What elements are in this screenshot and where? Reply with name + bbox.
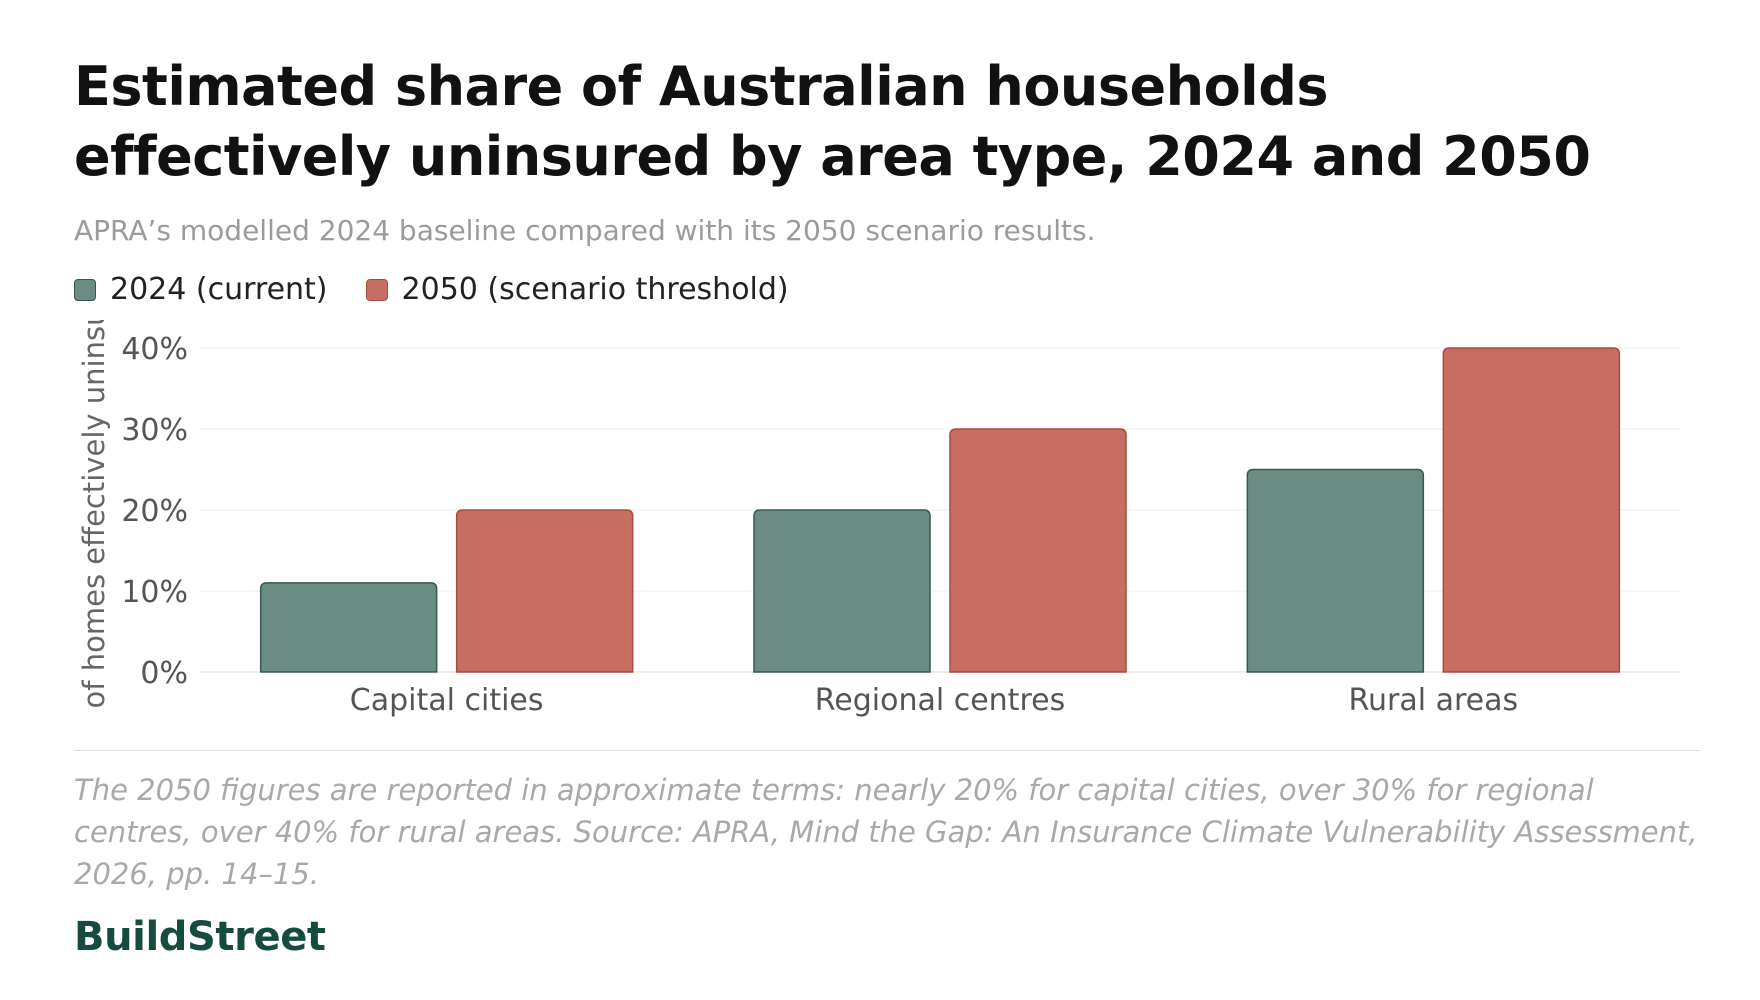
legend-swatch-2024	[74, 278, 96, 301]
bar-2024-regional-centres	[753, 509, 931, 673]
chart-footnote: The 2050 figures are reported in approxi…	[74, 773, 1698, 891]
chart-subtitle: APRA’s modelled 2024 baseline compared w…	[74, 214, 1096, 247]
legend-item-2024: 2024 (current)	[74, 272, 328, 307]
y-tick-label: 20%	[121, 494, 188, 529]
legend-item-2050: 2050 (scenario threshold)	[365, 272, 789, 307]
chart-legend: 2024 (current) 2050 (scenario threshold)	[74, 272, 789, 307]
y-axis-label: of homes effectively uninsu	[77, 320, 111, 708]
footnote-divider	[74, 750, 1700, 751]
y-tick-label: 30%	[121, 413, 188, 448]
bar-2050-rural-areas	[1442, 347, 1621, 673]
legend-label-2050: 2050 (scenario threshold)	[401, 272, 789, 307]
chart-title: Estimated share of Australian households…	[74, 55, 1591, 188]
bar-2050-capital-cities	[455, 509, 634, 673]
legend-label-2024: 2024 (current)	[110, 272, 328, 307]
y-tick-label: 40%	[121, 332, 188, 367]
x-tick-label: Rural areas	[1349, 683, 1519, 718]
bar-2024-capital-cities	[259, 582, 438, 673]
y-tick-label: 10%	[121, 575, 188, 610]
bar-2050-regional-centres	[949, 428, 1127, 673]
bar-2024-rural-areas	[1246, 468, 1425, 673]
brand-logo: BuildStreet	[74, 914, 326, 960]
y-tick-label: 0%	[140, 656, 188, 691]
bar-chart: 0% 10% 20% 30% 40% of homes effectively unins…	[77, 320, 1680, 718]
x-tick-label: Capital cities	[350, 683, 544, 718]
x-tick-label: Regional centres	[815, 683, 1065, 718]
legend-swatch-2050	[365, 278, 388, 301]
